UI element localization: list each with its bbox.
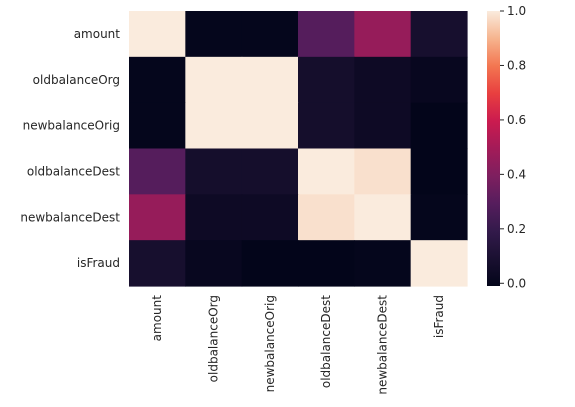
heatmap-cell-oldbalanceDest-newbalanceOrig xyxy=(241,148,299,195)
colorbar-tick-label: 0.6 xyxy=(507,113,526,127)
heatmap-cell-newbalanceDest-newbalanceOrig xyxy=(241,194,299,241)
heatmap-cell-amount-oldbalanceOrg xyxy=(185,11,243,58)
heatmap-cell-amount-newbalanceOrig xyxy=(241,11,299,58)
colorbar-gradient xyxy=(487,11,500,286)
heatmap-cell-isFraud-oldbalanceOrg xyxy=(185,240,243,287)
colorbar: 0.0 0.2 0.4 0.6 0.8 1.0 xyxy=(487,4,526,290)
heatmap-cells xyxy=(129,11,468,287)
colorbar-tick-label: 0.0 xyxy=(507,276,526,290)
heatmap-cell-isFraud-amount xyxy=(129,240,186,287)
colorbar-tick-label: 1.0 xyxy=(507,4,526,18)
heatmap-cell-oldbalanceOrg-oldbalanceOrg xyxy=(185,56,243,104)
heatmap-cell-newbalanceOrig-oldbalanceOrg xyxy=(185,102,243,150)
heatmap-cell-isFraud-isFraud xyxy=(410,240,468,287)
colorbar-tick-label: 0.4 xyxy=(507,167,526,181)
heatmap-cell-oldbalanceOrg-oldbalanceDest xyxy=(298,56,355,104)
heatmap-cell-newbalanceDest-newbalanceDest xyxy=(354,194,412,241)
heatmap-cell-isFraud-oldbalanceDest xyxy=(298,240,355,287)
row-label: amount xyxy=(74,27,121,41)
heatmap-cell-newbalanceOrig-newbalanceDest xyxy=(354,102,412,150)
column-label: newbalanceOrig xyxy=(263,295,277,392)
heatmap-cell-oldbalanceDest-amount xyxy=(129,148,186,195)
column-labels: amount oldbalanceOrg newbalanceOrig oldbala… xyxy=(150,295,446,395)
heatmap-cell-amount-isFraud xyxy=(410,11,468,58)
heatmap-cell-newbalanceOrig-newbalanceOrig xyxy=(241,102,299,150)
heatmap-cell-isFraud-newbalanceOrig xyxy=(241,240,299,287)
heatmap-cell-newbalanceOrig-oldbalanceDest xyxy=(298,102,355,150)
heatmap-cell-oldbalanceDest-oldbalanceOrg xyxy=(185,148,243,195)
heatmap-cell-newbalanceOrig-isFraud xyxy=(410,102,468,150)
heatmap-cell-newbalanceDest-oldbalanceOrg xyxy=(185,194,243,241)
heatmap-cell-isFraud-newbalanceDest xyxy=(354,240,412,287)
column-label: newbalanceDest xyxy=(376,295,390,395)
row-label: isFraud xyxy=(77,256,120,270)
heatmap-cell-oldbalanceOrg-amount xyxy=(129,56,186,104)
row-label: newbalanceOrig xyxy=(23,119,120,133)
row-label: oldbalanceOrg xyxy=(33,73,120,87)
row-labels: amount oldbalanceOrg newbalanceOrig oldbala… xyxy=(20,27,120,270)
colorbar-tick-label: 0.8 xyxy=(507,58,526,72)
column-label: oldbalanceDest xyxy=(319,295,333,388)
column-label: oldbalanceOrg xyxy=(207,295,221,382)
heatmap-cell-amount-amount xyxy=(129,11,186,58)
column-label: isFraud xyxy=(432,295,446,338)
heatmap-cell-amount-newbalanceDest xyxy=(354,11,412,58)
colorbar-tick-label: 0.2 xyxy=(507,222,526,236)
heatmap-cell-oldbalanceDest-oldbalanceDest xyxy=(298,148,355,195)
heatmap-cell-newbalanceOrig-amount xyxy=(129,102,186,150)
heatmap-cell-amount-oldbalanceDest xyxy=(298,11,355,58)
heatmap-cell-newbalanceDest-amount xyxy=(129,194,186,241)
row-label: oldbalanceDest xyxy=(27,164,120,178)
heatmap-cell-oldbalanceDest-isFraud xyxy=(410,148,468,195)
heatmap-cell-oldbalanceDest-newbalanceDest xyxy=(354,148,412,195)
row-label: newbalanceDest xyxy=(20,210,120,224)
heatmap-cell-newbalanceDest-isFraud xyxy=(410,194,468,241)
heatmap-cell-oldbalanceOrg-newbalanceOrig xyxy=(241,56,299,104)
heatmap-cell-oldbalanceOrg-newbalanceDest xyxy=(354,56,412,104)
column-label: amount xyxy=(150,295,164,342)
heatmap-cell-oldbalanceOrg-isFraud xyxy=(410,56,468,104)
heatmap-cell-newbalanceDest-oldbalanceDest xyxy=(298,194,355,241)
